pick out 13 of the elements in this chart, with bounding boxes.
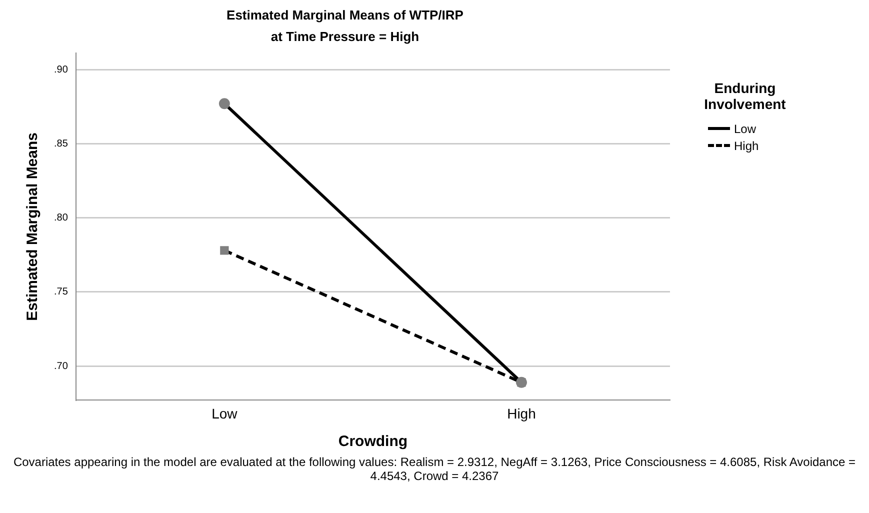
- legend-label: Low: [734, 122, 756, 136]
- y-axis-title: Estimated Marginal Means: [24, 132, 42, 321]
- x-axis-title: Crowding: [338, 433, 408, 450]
- y-tick-label: .90: [54, 64, 68, 76]
- y-tick-label: .75: [54, 286, 68, 298]
- y-tick-label: .80: [54, 212, 68, 224]
- text: Covariates appearing in the model are evaluated at the following values: Realism = 2.9312, NegAff = 3.1263, Price Consciousness = 4.6085, Risk Avoidance = 4.4543, Crowd = 4.2367: [12, 455, 857, 483]
- chart-subtitle: at Time Pressure = High: [270, 28, 420, 44]
- legend-label: High: [734, 138, 759, 152]
- y-tick-label: .85: [54, 138, 68, 150]
- chart-title: Estimated Marginal Means of WTP/IRP: [226, 7, 464, 22]
- y-tick-label: .70: [54, 360, 68, 372]
- legend-title: Enduring Involvement: [703, 80, 787, 112]
